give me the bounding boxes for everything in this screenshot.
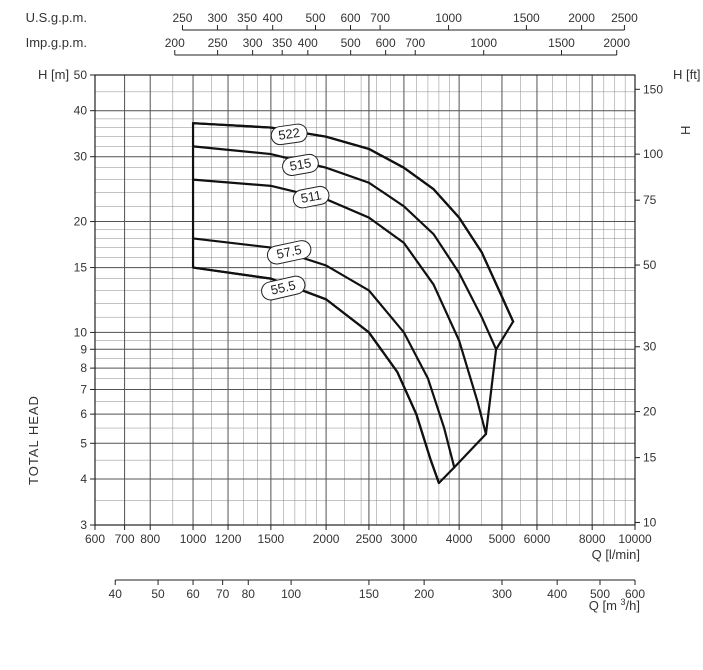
x-tick-m3h: 40 [109, 587, 123, 601]
x-tick-impgpm: 1500 [548, 36, 575, 50]
x-tick-impgpm: 200 [165, 36, 185, 50]
x-tick-usgpm: 1500 [513, 11, 540, 25]
y-tick-ft: 50 [643, 258, 657, 272]
x-tick-impgpm: 250 [208, 36, 228, 50]
y-tick-m: 15 [74, 261, 88, 275]
x-tick-m3h: 300 [492, 587, 512, 601]
y-label-m: H [m] [38, 67, 69, 82]
x-tick-usgpm: 350 [237, 11, 257, 25]
x-tick-m3h: 150 [359, 587, 379, 601]
y-tick-m: 30 [74, 150, 88, 164]
x-tick-lmin: 5000 [489, 532, 516, 546]
x-tick-lmin: 1000 [180, 532, 207, 546]
x-tick-lmin: 3000 [391, 532, 418, 546]
x-tick-impgpm: 350 [272, 36, 292, 50]
x-tick-impgpm: 300 [243, 36, 263, 50]
x-tick-m3h: 200 [414, 587, 434, 601]
y-tick-m: 9 [80, 342, 87, 356]
y-tick-m: 7 [80, 382, 87, 396]
y-tick-ft: 20 [643, 405, 657, 419]
x-tick-impgpm: 400 [298, 36, 318, 50]
x-tick-lmin: 6000 [524, 532, 551, 546]
x-tick-usgpm: 400 [263, 11, 283, 25]
x-label-usgpm: U.S.g.p.m. [26, 10, 87, 25]
x-tick-lmin: 1500 [258, 532, 285, 546]
y-tick-ft: 75 [643, 193, 657, 207]
x-tick-impgpm: 500 [341, 36, 361, 50]
x-tick-usgpm: 700 [370, 11, 390, 25]
x-tick-lmin: 10000 [618, 532, 652, 546]
x-tick-lmin: 700 [115, 532, 135, 546]
x-tick-impgpm: 2000 [603, 36, 630, 50]
x-tick-m3h: 60 [186, 587, 200, 601]
x-tick-lmin: 1200 [215, 532, 242, 546]
y-rotated-label-total-head: TOTAL HEAD [26, 395, 41, 485]
x-tick-m3h: 50 [151, 587, 165, 601]
x-tick-usgpm: 2000 [568, 11, 595, 25]
x-tick-lmin: 2500 [356, 532, 383, 546]
x-tick-impgpm: 1000 [470, 36, 497, 50]
x-tick-usgpm: 300 [207, 11, 227, 25]
x-tick-usgpm: 500 [305, 11, 325, 25]
x-tick-usgpm: 600 [340, 11, 360, 25]
y-tick-m: 10 [74, 325, 88, 339]
x-tick-impgpm: 700 [405, 36, 425, 50]
x-label-impgpm: Imp.g.p.m. [26, 35, 87, 50]
y-rotated-label-right: H [678, 126, 693, 135]
y-tick-m: 40 [74, 104, 88, 118]
pump-curve-chart: 52251551157.555.560070080010001200150020… [0, 0, 703, 670]
x-tick-lmin: 8000 [579, 532, 606, 546]
x-tick-m3h: 100 [281, 587, 301, 601]
y-tick-ft: 150 [643, 82, 663, 96]
x-tick-lmin: 800 [140, 532, 160, 546]
y-tick-ft: 10 [643, 515, 657, 529]
y-tick-ft: 100 [643, 147, 663, 161]
y-tick-ft: 30 [643, 340, 657, 354]
x-label-m3h: Q [m 3/h] [589, 597, 640, 613]
x-tick-usgpm: 2500 [611, 11, 638, 25]
y-tick-m: 50 [74, 68, 88, 82]
y-tick-ft: 15 [643, 451, 657, 465]
y-label-ft: H [ft] [673, 67, 700, 82]
x-tick-lmin: 2000 [313, 532, 340, 546]
x-tick-m3h: 80 [242, 587, 256, 601]
y-tick-m: 6 [80, 407, 87, 421]
y-tick-m: 5 [80, 436, 87, 450]
y-tick-m: 20 [74, 215, 88, 229]
y-tick-m: 3 [80, 518, 87, 532]
x-tick-m3h: 400 [547, 587, 567, 601]
y-tick-m: 4 [80, 472, 87, 486]
x-tick-lmin: 600 [85, 532, 105, 546]
x-tick-lmin: 4000 [446, 532, 473, 546]
x-label-lmin: Q [l/min] [592, 547, 640, 562]
x-tick-usgpm: 250 [172, 11, 192, 25]
x-tick-impgpm: 600 [376, 36, 396, 50]
x-tick-usgpm: 1000 [435, 11, 462, 25]
y-tick-m: 8 [80, 361, 87, 375]
x-tick-m3h: 70 [216, 587, 230, 601]
svg-text:522: 522 [277, 125, 301, 143]
